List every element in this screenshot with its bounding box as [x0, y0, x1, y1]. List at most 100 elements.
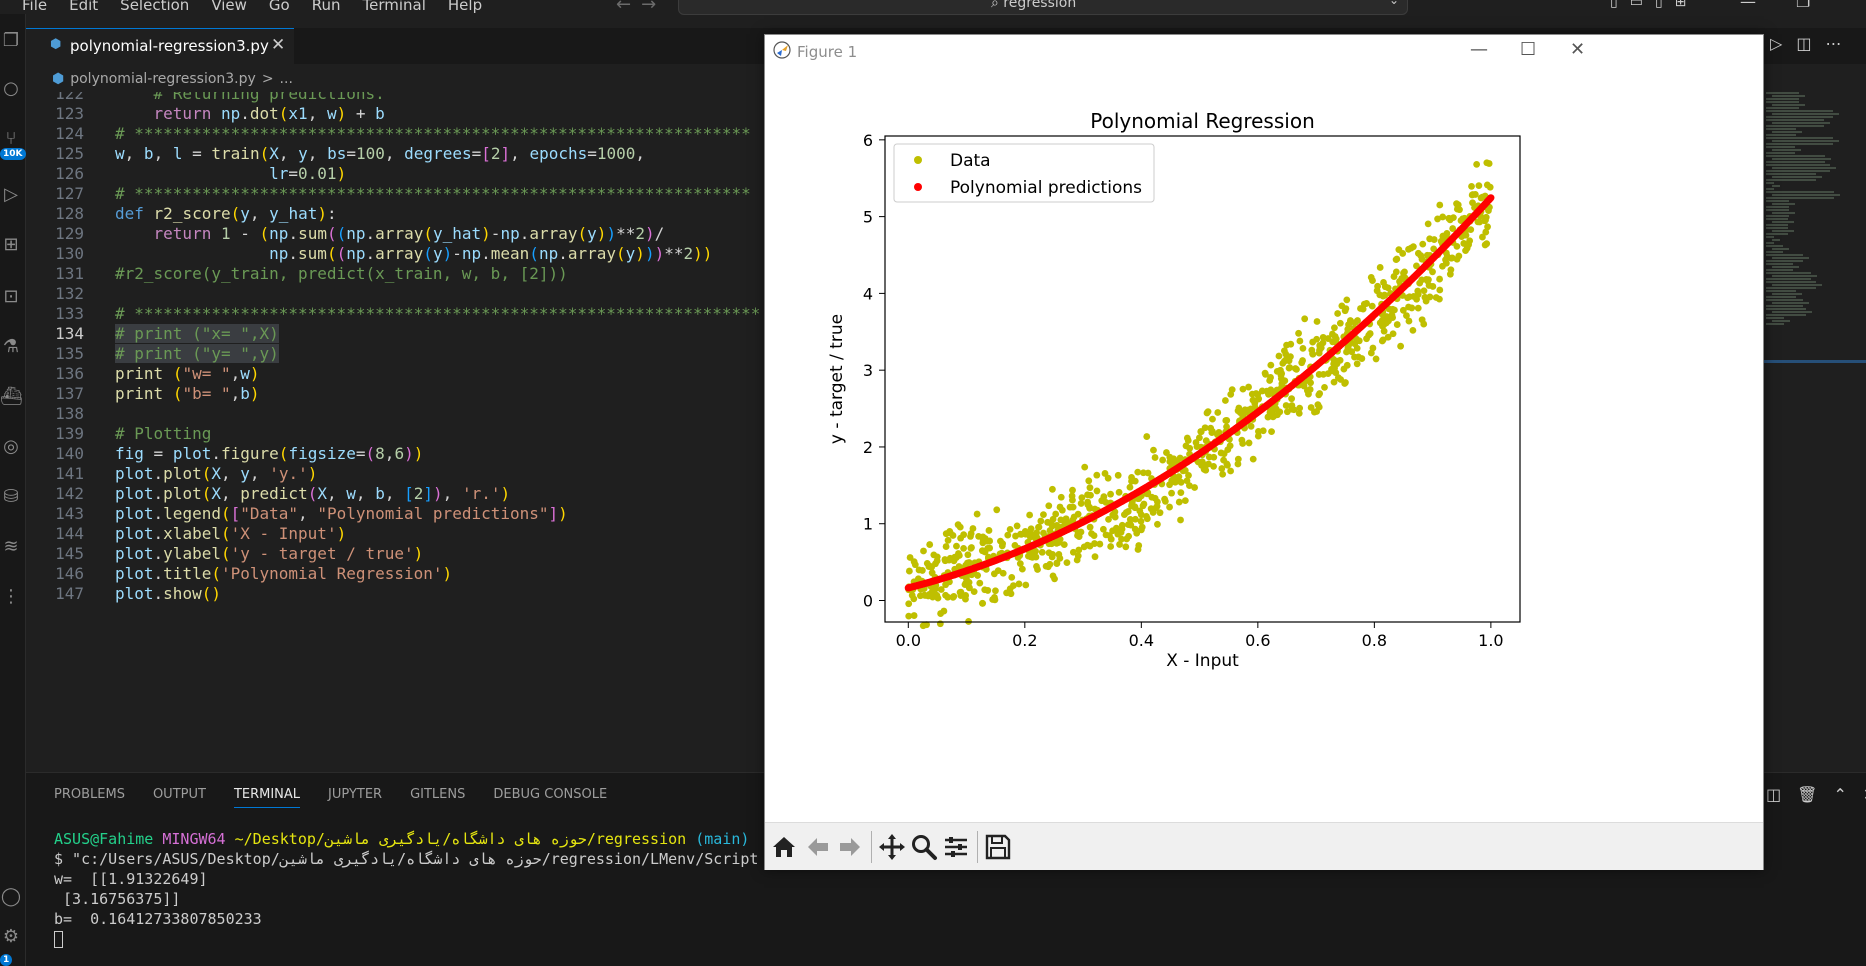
code-line[interactable]: 132	[26, 282, 1766, 306]
terminal-user: ASUS@Fahime	[54, 830, 154, 848]
testing-icon[interactable]: ⚗	[2, 336, 20, 357]
restore-icon[interactable]: ❐	[1796, 0, 1811, 11]
code-line[interactable]: 145 plot.ylabel('y - target / true')	[26, 542, 1766, 566]
chevron-down-icon[interactable]: ⌄	[1388, 0, 1399, 7]
code-line[interactable]: 130 np.sum((np.array(y)-np.mean(np.array…	[26, 242, 1766, 266]
code-line[interactable]: 126 lr=0.01)	[26, 162, 1766, 186]
code-line[interactable]: 141 plot.plot(X, y, 'y.')	[26, 462, 1766, 486]
explorer-icon[interactable]: ❐	[2, 30, 20, 51]
panel-tab-problems[interactable]: PROBLEMS	[54, 787, 125, 802]
code-line[interactable]: 122 # Returning predictions.	[26, 92, 1766, 106]
panel-tab-terminal[interactable]: TERMINAL	[233, 787, 301, 808]
code-line[interactable]: 138	[26, 402, 1766, 426]
close-panel-icon[interactable]: ✕	[1863, 785, 1866, 804]
accounts-icon[interactable]: ◯	[0, 886, 22, 907]
breadcrumb-file[interactable]: polynomial-regression3.py	[70, 71, 256, 87]
more-actions-icon[interactable]: ⋯	[1825, 34, 1842, 53]
code-line[interactable]: 137 print ("b= ",b)	[26, 382, 1766, 406]
data-point	[1354, 317, 1361, 324]
layout-secondary-icon[interactable]: ▯	[1654, 0, 1663, 10]
panel-tab-debug-console[interactable]: DEBUG CONSOLE	[493, 787, 608, 802]
menu-view[interactable]: View	[211, 0, 247, 14]
code-line[interactable]: 124 # ***********************************…	[26, 122, 1766, 146]
nav-arrows[interactable]: ←→	[616, 0, 667, 15]
split-editor-icon[interactable]: ◫	[1796, 34, 1812, 53]
docker-icon[interactable]: ⛴	[0, 386, 23, 407]
code-line[interactable]: 144 plot.xlabel('X - Input')	[26, 522, 1766, 546]
gitlens-icon[interactable]: ◎	[3, 436, 19, 457]
layout-panel-icon[interactable]: ▭	[1629, 0, 1643, 10]
save-icon[interactable]	[983, 832, 1013, 862]
layout-sidebar-icon[interactable]: ▯	[1610, 0, 1618, 10]
code-line[interactable]: 125 w, b, l = train(X, y, bs=100, degrees…	[26, 142, 1766, 166]
run-debug-icon[interactable]: ▷	[4, 184, 18, 205]
code-line[interactable]: 127 # ***********************************…	[26, 182, 1766, 206]
data-point	[989, 596, 997, 603]
menu-help[interactable]: Help	[447, 0, 483, 14]
data-point	[1288, 405, 1296, 413]
data-point	[964, 551, 972, 559]
code-line[interactable]: 140 fig = plot.figure(figsize=(8,6))	[26, 442, 1766, 466]
code-line[interactable]: 139 # Plotting	[26, 422, 1766, 446]
menu-file[interactable]: File	[22, 0, 48, 14]
code-line[interactable]: 147 plot.show()	[26, 582, 1766, 606]
menu-edit[interactable]: Edit	[69, 0, 99, 14]
extensions-icon[interactable]: ⊞	[3, 234, 19, 255]
menu-run[interactable]: Run	[311, 0, 341, 14]
data-point	[1313, 408, 1321, 415]
panel-tab-jupyter[interactable]: JUPYTER	[328, 787, 383, 802]
configure-subplots-icon[interactable]	[941, 832, 971, 862]
code-line[interactable]: 123 return np.dot(x1, w) + b	[26, 102, 1766, 126]
menu-selection[interactable]: Selection	[120, 0, 190, 14]
manage-gear-icon[interactable]: ⚙	[2, 926, 20, 947]
code-line[interactable]: 131 #r2_score(y_train, predict(x_train, w…	[26, 262, 1766, 286]
database-icon[interactable]: ⛁	[3, 486, 19, 507]
data-point	[1353, 344, 1361, 352]
code-line[interactable]: 133 # ***********************************…	[26, 302, 1766, 326]
trash-icon[interactable]: 🗑	[1797, 785, 1818, 804]
split-terminal-icon[interactable]: ◫	[1766, 785, 1782, 804]
code-line[interactable]: 142 plot.plot(X, predict(X, w, b, [2]), '…	[26, 482, 1766, 506]
search-icon[interactable]: ○	[3, 78, 19, 99]
minimize-icon[interactable]: —	[1740, 0, 1756, 11]
menu-terminal[interactable]: Terminal	[362, 0, 426, 14]
pan-icon[interactable]	[877, 832, 907, 862]
command-center[interactable]: ⌕ regression ⌄	[678, 0, 1408, 15]
tab-polynomial-regression3[interactable]: ⬢ polynomial-regression3.py ✕	[26, 28, 294, 64]
code-line[interactable]: 135 # print ("y= ",y)	[26, 342, 1766, 366]
close-icon[interactable]: ✕	[271, 35, 286, 55]
home-icon[interactable]	[769, 832, 799, 862]
activity-bar: ❐ ○ ⑂ 10K ▷ ⊞ ⊡ ⚗ ⛴ ◎ ⛁ ≋ ⋮ ◯ ⚙ 1	[0, 14, 26, 966]
breadcrumb-symbol[interactable]: ...	[279, 71, 293, 87]
source-control-icon[interactable]: ⑂	[5, 128, 17, 149]
layers-icon[interactable]: ≋	[3, 536, 19, 557]
forward-icon[interactable]	[835, 832, 865, 862]
code-line[interactable]: 143 plot.legend(["Data", "Polynomial pred…	[26, 502, 1766, 526]
terminal-output[interactable]: ASUS@Fahime MINGW64 ~/Desktop/حوزه های د…	[54, 829, 758, 949]
figure-maximize-icon[interactable]: ☐	[1520, 39, 1537, 60]
data-point	[946, 528, 954, 535]
remote-explorer-icon[interactable]: ⊡	[3, 286, 19, 307]
data-point	[1177, 478, 1185, 486]
chevron-up-icon[interactable]: ⌃	[1833, 785, 1847, 804]
code-line[interactable]: 129 return 1 - (np.sum((np.array(y_hat)-…	[26, 222, 1766, 246]
run-icon[interactable]: ▷	[1770, 34, 1783, 53]
back-icon[interactable]	[803, 832, 833, 862]
code-line[interactable]: 128 def r2_score(y, y_hat):	[26, 202, 1766, 226]
figure-window[interactable]: Polynomial Regression X - Input y - target…	[764, 34, 1764, 870]
figure-minimize-icon[interactable]: —	[1470, 39, 1488, 60]
menu-go[interactable]: Go	[268, 0, 290, 14]
data-point	[1372, 355, 1380, 363]
panel-tab-output[interactable]: OUTPUT	[152, 787, 206, 802]
code-line[interactable]: 136 print ("w= ",w)	[26, 362, 1766, 386]
more-icon[interactable]: ⋮	[2, 586, 20, 607]
code-line[interactable]: 146 plot.title('Polynomial Regression')	[26, 562, 1766, 586]
customize-layout-icon[interactable]: ⊞	[1674, 0, 1687, 10]
figure-close-icon[interactable]: ✕	[1570, 39, 1586, 60]
figure-canvas[interactable]: Polynomial Regression X - Input y - target…	[765, 35, 1765, 822]
minimap-slider[interactable]	[1764, 360, 1866, 363]
minimap[interactable]	[1764, 92, 1860, 382]
code-line[interactable]: 134 # print ("x= ",X)	[26, 322, 1766, 346]
zoom-icon[interactable]	[909, 832, 939, 862]
panel-tab-gitlens[interactable]: GITLENS	[410, 787, 466, 802]
